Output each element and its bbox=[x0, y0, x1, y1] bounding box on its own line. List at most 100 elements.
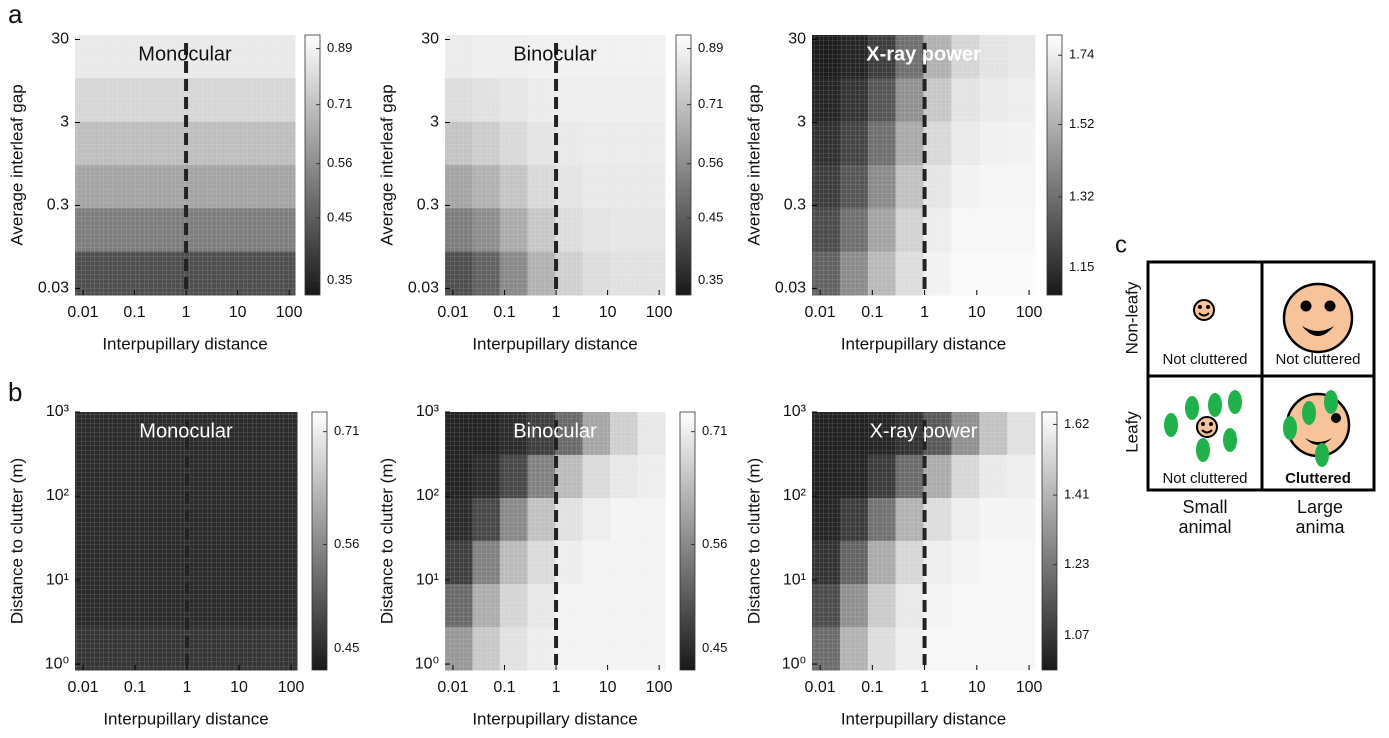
y-tick-label: 0.03 bbox=[38, 280, 69, 297]
x-tick-label: 0.1 bbox=[861, 679, 883, 696]
y-tick-label: 0.3 bbox=[417, 197, 439, 214]
colorbar-tick-label: 0.45 bbox=[702, 640, 727, 655]
y-tick-label: 30 bbox=[51, 31, 69, 48]
cell-label: Cluttered bbox=[1285, 470, 1351, 487]
y-tick-label: 10⁰ bbox=[45, 655, 69, 672]
panel-title: Monocular bbox=[138, 43, 232, 65]
colorbar-tick-label: 0.71 bbox=[334, 423, 359, 438]
x-tick-label: 10 bbox=[599, 679, 617, 696]
x-tick-label: 0.01 bbox=[67, 679, 98, 696]
x-axis-label: Interpupillary distance bbox=[472, 334, 637, 353]
x-tick-label: 0.01 bbox=[67, 304, 98, 321]
y-tick-label: 30 bbox=[788, 31, 806, 48]
colorbar-tick-label: 0.89 bbox=[327, 40, 352, 55]
mesh bbox=[75, 35, 295, 295]
x-tick-label: 0.01 bbox=[805, 304, 836, 321]
x-tick-label: 10 bbox=[599, 304, 617, 321]
x-tick-label: 10 bbox=[968, 304, 986, 321]
panel-title: Binocular bbox=[513, 420, 597, 442]
colorbar-tick-label: 1.62 bbox=[1064, 416, 1089, 431]
leaves bbox=[1283, 390, 1338, 467]
large-face bbox=[1282, 282, 1354, 354]
colorbar-tick-label: 0.89 bbox=[698, 40, 723, 55]
y-tick-label: 0.03 bbox=[408, 280, 439, 297]
panel-title: Binocular bbox=[513, 43, 597, 65]
colorbar-tick-label: 1.52 bbox=[1069, 116, 1094, 131]
panel-label: b bbox=[8, 377, 22, 407]
colorbar-tick-label: 1.23 bbox=[1064, 556, 1089, 571]
y-tick-label: 0.3 bbox=[784, 197, 806, 214]
y-tick-label: 10³ bbox=[46, 403, 70, 420]
colorbar-tick-label: 0.56 bbox=[334, 536, 359, 551]
colorbar-tick-label: 0.71 bbox=[698, 96, 723, 111]
colorbar bbox=[675, 34, 692, 296]
x-tick-label: 1 bbox=[920, 304, 929, 321]
colorbar-tick-label: 1.32 bbox=[1069, 188, 1094, 203]
x-axis-label: Interpupillary distance bbox=[472, 709, 637, 728]
y-tick-label: 3 bbox=[430, 114, 439, 131]
column-label: anima bbox=[1295, 517, 1345, 537]
colorbar-tick-label: 0.71 bbox=[327, 96, 352, 111]
x-tick-label: 1 bbox=[183, 679, 192, 696]
mesh bbox=[812, 412, 1035, 670]
y-tick-label: 10¹ bbox=[416, 571, 439, 588]
colorbar-tick-label: 1.41 bbox=[1064, 487, 1089, 502]
y-tick-label: 10² bbox=[46, 487, 70, 504]
x-tick-label: 10 bbox=[230, 679, 248, 696]
y-axis-label: Distance to clutter (m) bbox=[744, 458, 763, 624]
y-tick-label: 10¹ bbox=[46, 571, 69, 588]
row-label: Leafy bbox=[1122, 411, 1141, 453]
diagram: Not cluttered Not cluttered Not cluttere… bbox=[1122, 260, 1376, 537]
colorbar-tick-label: 1.15 bbox=[1069, 259, 1094, 274]
y-tick-label: 10⁰ bbox=[782, 655, 806, 672]
panel-label: c bbox=[1115, 231, 1127, 258]
y-tick-label: 10¹ bbox=[783, 571, 806, 588]
x-tick-label: 0.1 bbox=[493, 679, 515, 696]
colorbar-tick-label: 0.45 bbox=[334, 640, 359, 655]
colorbar-tick-label: 1.07 bbox=[1064, 627, 1089, 642]
y-axis-label: Distance to clutter (m) bbox=[7, 458, 26, 624]
colorbar-tick-label: 0.35 bbox=[698, 272, 723, 287]
y-tick-label: 0.03 bbox=[775, 280, 806, 297]
colorbar bbox=[304, 34, 321, 296]
colorbar-tick-label: 0.56 bbox=[698, 155, 723, 170]
x-axis-label: Interpupillary distance bbox=[102, 334, 267, 353]
y-tick-label: 10⁰ bbox=[415, 655, 439, 672]
y-tick-label: 3 bbox=[60, 114, 69, 131]
x-tick-label: 0.1 bbox=[861, 304, 883, 321]
colorbar bbox=[1046, 34, 1063, 296]
cell-label: Not cluttered bbox=[1162, 351, 1247, 368]
x-tick-label: 100 bbox=[276, 304, 303, 321]
y-tick-label: 3 bbox=[797, 114, 806, 131]
x-tick-label: 0.1 bbox=[124, 679, 146, 696]
x-tick-label: 0.01 bbox=[437, 679, 468, 696]
small-face bbox=[1196, 416, 1218, 438]
colorbar-tick-label: 0.45 bbox=[698, 209, 723, 224]
x-tick-label: 1 bbox=[182, 304, 191, 321]
x-tick-label: 1 bbox=[920, 679, 929, 696]
y-tick-label: 10² bbox=[783, 487, 807, 504]
colorbar-tick-label: 1.74 bbox=[1069, 47, 1094, 62]
colorbar-tick-label: 0.56 bbox=[702, 536, 727, 551]
colorbar-tick-label: 0.56 bbox=[327, 155, 352, 170]
x-axis-label: Interpupillary distance bbox=[841, 334, 1006, 353]
leaves bbox=[1164, 390, 1242, 462]
y-tick-label: 10³ bbox=[416, 403, 440, 420]
row-label: Non-leafy bbox=[1122, 281, 1141, 354]
panel-title: Monocular bbox=[139, 420, 233, 442]
x-tick-label: 100 bbox=[646, 304, 673, 321]
y-axis-label: Average interleaf gap bbox=[744, 84, 763, 245]
x-tick-label: 1 bbox=[552, 679, 561, 696]
column-label: Small bbox=[1182, 497, 1227, 517]
colorbar bbox=[311, 411, 328, 671]
colorbar-tick-label: 0.35 bbox=[327, 272, 352, 287]
mesh bbox=[812, 35, 1035, 295]
cell-label: Not cluttered bbox=[1275, 351, 1360, 368]
cell-label: Not cluttered bbox=[1162, 470, 1247, 487]
column-label: animal bbox=[1178, 517, 1231, 537]
x-tick-label: 0.01 bbox=[437, 304, 468, 321]
mesh bbox=[445, 35, 665, 295]
x-tick-label: 100 bbox=[278, 679, 305, 696]
x-tick-label: 0.01 bbox=[805, 679, 836, 696]
